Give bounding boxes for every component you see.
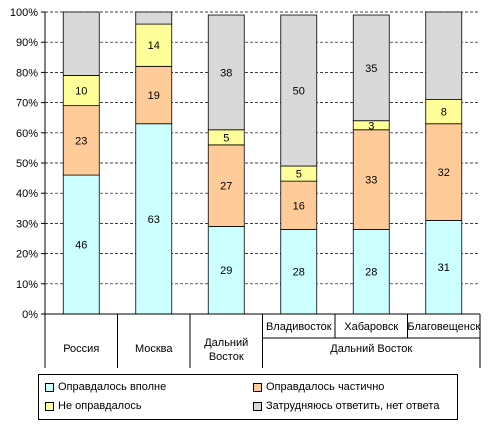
bar-segment bbox=[135, 11, 173, 25]
data-label: 28 bbox=[365, 267, 377, 279]
data-label: 33 bbox=[365, 175, 377, 187]
bar-segment bbox=[62, 11, 100, 76]
data-label: 14 bbox=[148, 40, 160, 52]
bar-segment bbox=[135, 23, 173, 67]
data-label: 35 bbox=[365, 63, 377, 75]
legend-swatch bbox=[45, 401, 54, 411]
legend-swatch bbox=[253, 401, 262, 411]
data-label: 3 bbox=[368, 120, 374, 132]
y-tick-label: 10% bbox=[16, 279, 38, 291]
legend-swatch bbox=[253, 382, 262, 392]
y-tick-label: 90% bbox=[16, 37, 38, 49]
bar-segment bbox=[425, 123, 463, 221]
y-tick-label: 70% bbox=[16, 98, 38, 110]
bar-segment bbox=[425, 99, 463, 125]
data-label: 23 bbox=[75, 135, 87, 147]
bar-segment bbox=[425, 11, 463, 100]
bar-segment bbox=[280, 229, 318, 315]
category-label: Благовещенск bbox=[407, 321, 480, 333]
bar-segment bbox=[62, 75, 100, 107]
bar-segment bbox=[352, 229, 390, 315]
data-label: 29 bbox=[220, 265, 232, 277]
category-label: Москва bbox=[135, 343, 173, 355]
category-label: Восток bbox=[209, 351, 244, 363]
legend-item: Оправдалось частично bbox=[253, 381, 384, 393]
data-label: 46 bbox=[75, 240, 87, 252]
bar-segment bbox=[425, 219, 463, 315]
bar-segment bbox=[135, 65, 173, 125]
legend-swatch bbox=[45, 382, 54, 392]
data-label: 63 bbox=[148, 214, 160, 226]
bar-segment bbox=[207, 144, 245, 227]
y-tick-label: 80% bbox=[16, 67, 38, 79]
group-label: Дальний Восток bbox=[330, 343, 412, 355]
y-tick-label: 30% bbox=[16, 218, 38, 230]
legend: Оправдалось вполне Оправдалось частично … bbox=[38, 374, 458, 420]
data-label: 27 bbox=[220, 181, 232, 193]
category-label: Владивосток bbox=[266, 321, 332, 333]
data-label: 50 bbox=[293, 86, 305, 98]
legend-item: Оправдалось вполне bbox=[45, 381, 166, 393]
y-tick-label: 50% bbox=[16, 158, 38, 170]
data-label: 32 bbox=[438, 167, 450, 179]
data-label: 10 bbox=[75, 86, 87, 98]
category-label: Хабаровск bbox=[344, 321, 398, 333]
y-tick-label: 0% bbox=[22, 309, 38, 321]
legend-label: Затрудняюсь ответить, нет ответа bbox=[266, 400, 440, 412]
category-label: Россия bbox=[63, 343, 99, 355]
data-label: 8 bbox=[441, 107, 447, 119]
gridlines bbox=[45, 11, 480, 285]
y-tick-label: 100% bbox=[10, 7, 38, 19]
legend-item: Не оправдалось bbox=[45, 400, 142, 412]
bar-segment bbox=[352, 14, 390, 122]
legend-label: Не оправдалось bbox=[58, 400, 142, 412]
legend-label: Оправдалось частично bbox=[266, 381, 385, 393]
category-label: Дальний bbox=[204, 337, 248, 349]
bar-segment bbox=[280, 14, 318, 167]
y-tick-label: 20% bbox=[16, 249, 38, 261]
bar-segment bbox=[352, 129, 390, 230]
data-label: 5 bbox=[296, 169, 302, 181]
y-tick-label: 60% bbox=[16, 128, 38, 140]
data-label: 38 bbox=[220, 67, 232, 79]
data-label: 16 bbox=[293, 200, 305, 212]
category-table: Россия Москва Дальний Восток Владивосток Хаба… bbox=[44, 314, 481, 368]
bar-segment bbox=[207, 226, 245, 315]
bar-segment bbox=[280, 180, 318, 230]
data-label: 31 bbox=[438, 262, 450, 274]
y-tick-labels: 0% 10% 20% 30% 40% 50% 60% 70% 80% 90% 100% bbox=[10, 7, 45, 321]
bar-segment bbox=[207, 14, 245, 131]
data-label: 19 bbox=[148, 90, 160, 102]
y-tick-label: 40% bbox=[16, 188, 38, 200]
bar-segment bbox=[62, 105, 100, 176]
legend-item: Затрудняюсь ответить, нет ответа bbox=[253, 400, 439, 412]
legend-label: Оправдалось вполне bbox=[58, 381, 167, 393]
data-label: 5 bbox=[223, 132, 229, 144]
data-label: 28 bbox=[293, 267, 305, 279]
